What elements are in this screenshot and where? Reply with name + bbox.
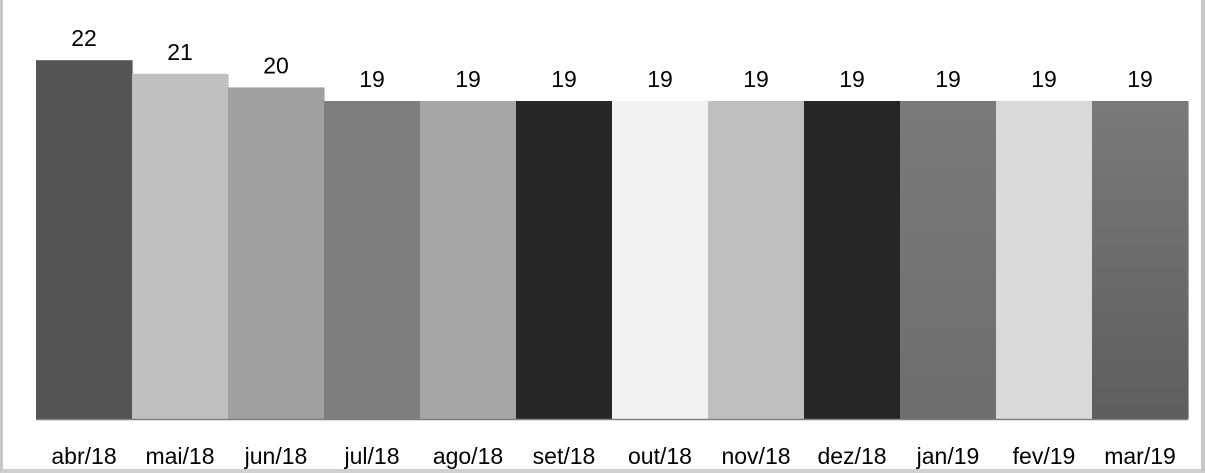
x-tick-label: nov/18: [721, 443, 790, 469]
x-tick-label: abr/18: [51, 443, 116, 469]
x-tick-label: ago/18: [433, 443, 503, 469]
data-label: 20: [263, 52, 289, 78]
bar-jan-19: [900, 101, 997, 419]
x-tick-label: jul/18: [344, 443, 400, 469]
bar-nov-18: [708, 101, 805, 419]
bar-ago-18: [420, 101, 517, 419]
data-label: 19: [839, 66, 865, 92]
x-tick-label: mar/19: [1104, 443, 1176, 469]
data-label: 19: [455, 66, 481, 92]
data-labels-layer: 22 21 20 19 19 19 19 19 19 19 19 19: [71, 25, 1153, 92]
data-label: 19: [1127, 66, 1153, 92]
x-tick-label: mai/18: [145, 443, 214, 469]
data-label: 19: [1031, 66, 1057, 92]
x-tick-label: jun/18: [244, 443, 308, 469]
bar-mar-19: [1092, 101, 1189, 419]
data-label: 21: [167, 39, 193, 65]
bar-set-18: [516, 101, 613, 419]
x-tick-label: dez/18: [817, 443, 886, 469]
x-tick-label: set/18: [533, 443, 596, 469]
data-label: 19: [359, 66, 385, 92]
data-label: 19: [551, 66, 577, 92]
bar-dez-18: [804, 101, 901, 419]
bar-out-18: [612, 101, 709, 419]
tick-labels-layer: abr/18 mai/18 jun/18 jul/18 ago/18 set/18 out/…: [51, 443, 1175, 469]
data-label: 19: [647, 66, 673, 92]
data-label: 19: [935, 66, 961, 92]
x-tick-label: jan/19: [916, 443, 980, 469]
bar-abr-18: [36, 60, 133, 419]
bar-fev-19: [996, 101, 1093, 419]
data-label: 22: [71, 25, 97, 51]
bar-jul-18: [324, 101, 421, 419]
x-tick-label: fev/19: [1013, 443, 1076, 469]
bars-layer: [36, 60, 1189, 420]
x-tick-label: out/18: [628, 443, 692, 469]
data-label: 19: [743, 66, 769, 92]
bar-mai-18: [132, 73, 229, 420]
bar-jun-18: [228, 87, 325, 420]
